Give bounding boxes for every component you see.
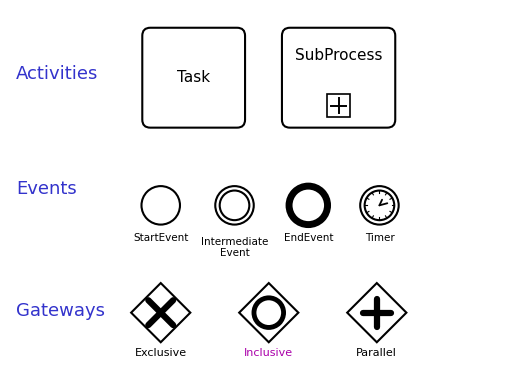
Circle shape: [254, 298, 284, 327]
Bar: [327, 94, 350, 117]
Circle shape: [289, 186, 328, 225]
Text: SubProcess: SubProcess: [295, 48, 383, 63]
Polygon shape: [131, 283, 190, 342]
Text: Events: Events: [16, 180, 76, 198]
Text: Activities: Activities: [16, 65, 98, 83]
Circle shape: [220, 191, 249, 220]
Text: Timer: Timer: [365, 233, 394, 243]
Text: EndEvent: EndEvent: [284, 233, 333, 243]
Text: Exclusive: Exclusive: [135, 348, 187, 358]
Circle shape: [215, 186, 254, 225]
Polygon shape: [347, 283, 406, 342]
Circle shape: [360, 186, 399, 225]
Text: Inclusive: Inclusive: [244, 348, 294, 358]
Text: StartEvent: StartEvent: [133, 233, 189, 243]
Text: Gateways: Gateways: [16, 302, 105, 320]
Circle shape: [141, 186, 180, 225]
Text: Parallel: Parallel: [356, 348, 397, 358]
Text: Task: Task: [177, 70, 210, 85]
FancyBboxPatch shape: [282, 28, 395, 128]
Circle shape: [365, 191, 394, 220]
FancyBboxPatch shape: [142, 28, 245, 128]
Polygon shape: [239, 283, 298, 342]
Text: Intermediate
Event: Intermediate Event: [201, 237, 268, 258]
